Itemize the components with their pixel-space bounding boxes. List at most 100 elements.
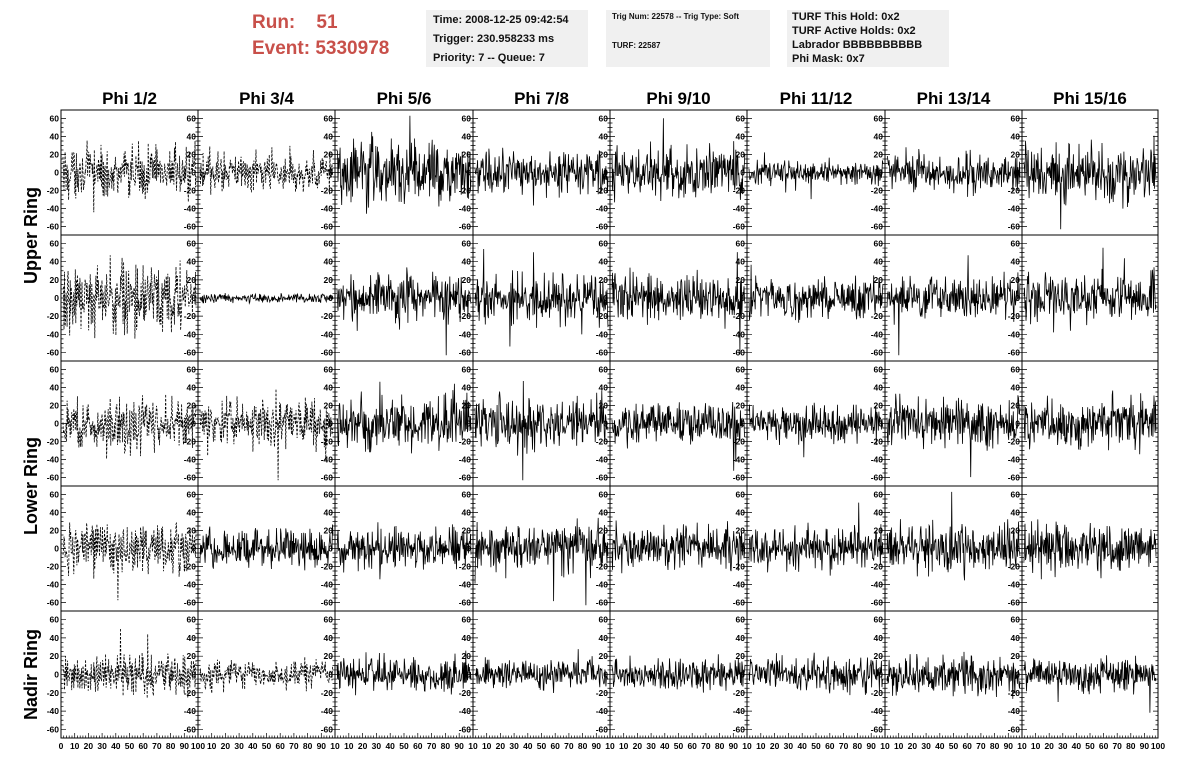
waveform-trace-r4-c3 bbox=[336, 522, 472, 580]
y-tick-label: 60 bbox=[50, 365, 60, 375]
phi-header-4: Phi 7/8 bbox=[514, 89, 569, 108]
y-ticks-r5-c3 bbox=[335, 619, 473, 730]
y-tick-label: -40 bbox=[871, 455, 884, 465]
x-tick-label: 20 bbox=[358, 741, 368, 751]
y-tick-label: -60 bbox=[733, 347, 746, 357]
x-ticks bbox=[60, 733, 1159, 738]
y-tick-label: -20 bbox=[47, 186, 60, 196]
y-ticks-r2-c2 bbox=[198, 243, 335, 353]
waveform-trace-r4-c1 bbox=[62, 521, 197, 601]
trig-num-text: Trig Num: 22578 -- Trig Type: Soft bbox=[612, 12, 739, 21]
x-tick-label: 10 bbox=[344, 741, 354, 751]
y-tick-label: 40 bbox=[599, 132, 609, 142]
y-tick-label: 20 bbox=[462, 526, 472, 536]
x-tick-label: 40 bbox=[523, 741, 533, 751]
y-tick-label: -60 bbox=[596, 724, 609, 734]
y-tick-label: 0 bbox=[191, 670, 196, 680]
y-tick-label: 0 bbox=[878, 544, 883, 554]
y-tick-label: 40 bbox=[599, 383, 609, 393]
y-tick-label: 60 bbox=[462, 615, 472, 625]
y-tick-label: -40 bbox=[184, 706, 197, 716]
y-tick-label: -40 bbox=[733, 329, 746, 339]
x-tick-label: 10 bbox=[605, 741, 615, 751]
y-tick-label: -60 bbox=[596, 222, 609, 232]
y-ticks-r4-c8 bbox=[1022, 494, 1158, 603]
y-ticks-r2-c4 bbox=[473, 243, 610, 353]
y-tick-label: -40 bbox=[459, 580, 472, 590]
y-tick-label: -20 bbox=[184, 562, 197, 572]
y-tick-label: -20 bbox=[1008, 562, 1021, 572]
ring-label-2: Lower Ring bbox=[21, 437, 41, 535]
x-tick-label: 40 bbox=[111, 741, 121, 751]
y-tick-label: -40 bbox=[321, 455, 334, 465]
y-tick-label: 40 bbox=[324, 383, 334, 393]
y-tick-label: 20 bbox=[874, 275, 884, 285]
y-tick-label: -40 bbox=[459, 706, 472, 716]
y-tick-label: 0 bbox=[878, 293, 883, 303]
y-tick-label: 0 bbox=[603, 293, 608, 303]
x-tick-label: 20 bbox=[84, 741, 94, 751]
y-tick-label: 60 bbox=[599, 490, 609, 500]
y-tick-label: 20 bbox=[599, 526, 609, 536]
waveform-trace-r5-c7 bbox=[886, 651, 1021, 699]
y-tick-label: 0 bbox=[1015, 419, 1020, 429]
y-tick-label: -20 bbox=[596, 562, 609, 572]
y-tick-label: -60 bbox=[459, 222, 472, 232]
y-tick-label: -60 bbox=[184, 222, 197, 232]
waveform-trace-r1-c5 bbox=[611, 118, 746, 203]
y-tick-label: 60 bbox=[50, 490, 60, 500]
y-tick-label: -20 bbox=[871, 688, 884, 698]
y-tick-label: -60 bbox=[733, 598, 746, 608]
x-tick-label: 40 bbox=[1072, 741, 1082, 751]
y-tick-label: 40 bbox=[599, 508, 609, 518]
x-tick-label: 80 bbox=[441, 741, 451, 751]
y-tick-label: 0 bbox=[1015, 544, 1020, 554]
y-tick-label: -20 bbox=[871, 311, 884, 321]
waveform-trace-r3-c5 bbox=[611, 401, 746, 471]
x-tick-label: 40 bbox=[385, 741, 395, 751]
y-tick-label: 20 bbox=[736, 150, 746, 160]
x-tick-label: 90 bbox=[317, 741, 327, 751]
x-tick-label: 30 bbox=[372, 741, 382, 751]
y-tick-label: -40 bbox=[184, 580, 197, 590]
y-tick-label: 60 bbox=[599, 114, 609, 124]
y-tick-label: -40 bbox=[321, 204, 334, 214]
y-tick-label: 20 bbox=[187, 275, 197, 285]
x-tick-label: 10 bbox=[880, 741, 890, 751]
y-tick-label: -60 bbox=[871, 598, 884, 608]
x-tick-label: 10 bbox=[756, 741, 766, 751]
y-tick-label: -20 bbox=[459, 186, 472, 196]
x-tick-label: 0 bbox=[59, 741, 64, 751]
y-tick-label: 40 bbox=[462, 257, 472, 267]
x-tick-label: 90 bbox=[180, 741, 190, 751]
x-tick-label: 20 bbox=[496, 741, 506, 751]
y-tick-label: -60 bbox=[459, 473, 472, 483]
y-tick-label: 40 bbox=[462, 633, 472, 643]
x-tick-label: 50 bbox=[811, 741, 821, 751]
y-ticks-r5-c7 bbox=[885, 619, 1022, 730]
x-tick-label: 20 bbox=[633, 741, 643, 751]
y-tick-label: 0 bbox=[191, 293, 196, 303]
waveform-trace-r4-c5 bbox=[611, 520, 746, 574]
waveform-trace-r4-c4 bbox=[474, 517, 609, 606]
y-tick-label: -20 bbox=[47, 688, 60, 698]
y-tick-label: -40 bbox=[459, 329, 472, 339]
y-ticks-r4-c7 bbox=[885, 494, 1022, 603]
y-tick-label: -40 bbox=[733, 455, 746, 465]
y-tick-label: 0 bbox=[328, 168, 333, 178]
y-ticks-r1-c7 bbox=[885, 118, 1022, 227]
y-tick-label: -40 bbox=[596, 204, 609, 214]
x-tick-label: 90 bbox=[729, 741, 739, 751]
y-tick-label: 20 bbox=[187, 150, 197, 160]
waveform-trace-r5-c1 bbox=[62, 628, 197, 699]
y-tick-label: -60 bbox=[184, 724, 197, 734]
y-tick-label: 20 bbox=[462, 651, 472, 661]
y-tick-label: -40 bbox=[1008, 455, 1021, 465]
y-tick-label: 20 bbox=[599, 651, 609, 661]
y-tick-label: 40 bbox=[187, 633, 197, 643]
waveform-trace-r1-c3 bbox=[336, 115, 472, 214]
y-tick-label: -40 bbox=[871, 204, 884, 214]
y-tick-label: -40 bbox=[1008, 204, 1021, 214]
y-tick-label: -20 bbox=[321, 688, 334, 698]
